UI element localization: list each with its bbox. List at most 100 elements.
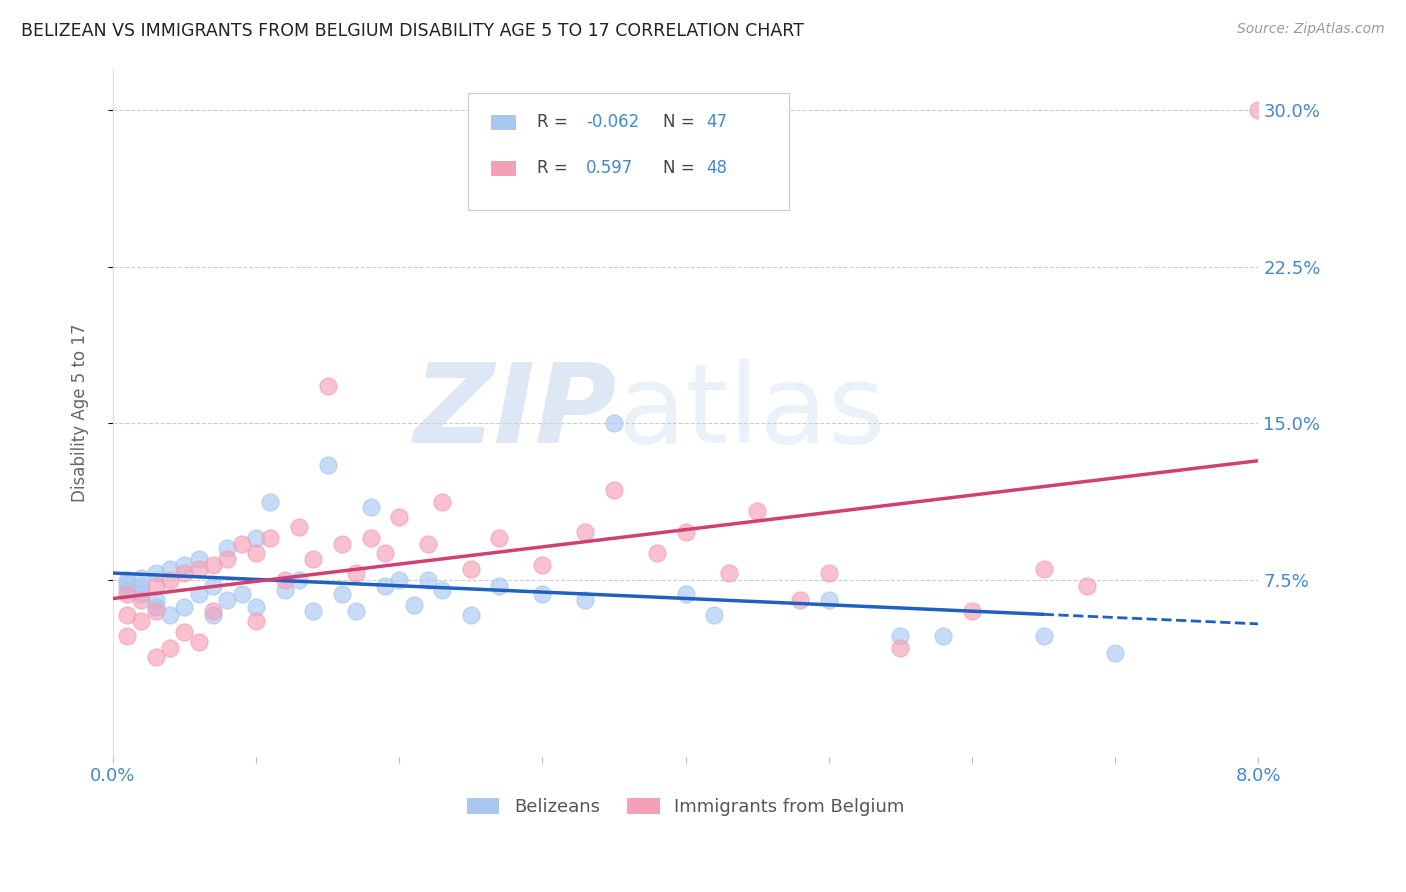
Text: 47: 47 bbox=[706, 113, 727, 131]
Point bbox=[217, 551, 239, 566]
Point bbox=[703, 608, 725, 623]
Point bbox=[818, 566, 841, 581]
Point bbox=[115, 608, 138, 623]
Point bbox=[131, 615, 153, 629]
Point bbox=[288, 520, 311, 534]
Point bbox=[187, 562, 209, 576]
Point bbox=[159, 573, 181, 587]
FancyBboxPatch shape bbox=[491, 115, 516, 130]
Point bbox=[603, 416, 626, 430]
Point bbox=[259, 495, 281, 509]
Point bbox=[131, 579, 153, 593]
Point bbox=[115, 576, 138, 591]
Point bbox=[302, 604, 325, 618]
Point bbox=[202, 608, 225, 623]
Point bbox=[231, 537, 253, 551]
Point bbox=[273, 573, 295, 587]
Point bbox=[531, 558, 554, 572]
Point bbox=[115, 573, 138, 587]
Text: R =: R = bbox=[537, 113, 572, 131]
Point bbox=[1032, 562, 1054, 576]
Point bbox=[818, 593, 841, 607]
Point bbox=[187, 551, 209, 566]
Point bbox=[932, 629, 955, 643]
Point bbox=[159, 641, 181, 656]
Point bbox=[115, 629, 138, 643]
Point bbox=[145, 599, 167, 614]
Point bbox=[1247, 103, 1270, 118]
Point bbox=[159, 562, 181, 576]
Point bbox=[388, 573, 411, 587]
Point bbox=[488, 579, 510, 593]
Point bbox=[231, 587, 253, 601]
Text: R =: R = bbox=[537, 160, 578, 178]
FancyBboxPatch shape bbox=[468, 93, 789, 210]
Point bbox=[574, 593, 596, 607]
Point bbox=[245, 545, 267, 559]
Point bbox=[131, 587, 153, 601]
Point bbox=[330, 587, 353, 601]
Point bbox=[202, 579, 225, 593]
Point bbox=[187, 587, 209, 601]
Point bbox=[675, 587, 697, 601]
Point bbox=[173, 566, 195, 581]
Point bbox=[747, 504, 769, 518]
Point bbox=[416, 537, 439, 551]
Point bbox=[245, 615, 267, 629]
Text: 0.597: 0.597 bbox=[586, 160, 633, 178]
Text: 48: 48 bbox=[706, 160, 727, 178]
Point bbox=[288, 573, 311, 587]
Point bbox=[316, 458, 339, 472]
Point bbox=[344, 604, 367, 618]
Point bbox=[145, 579, 167, 593]
Point bbox=[645, 545, 668, 559]
Point bbox=[460, 562, 482, 576]
Point bbox=[145, 649, 167, 664]
Point bbox=[316, 378, 339, 392]
Point bbox=[115, 587, 138, 601]
Point bbox=[1032, 629, 1054, 643]
Point bbox=[488, 531, 510, 545]
Legend: Belizeans, Immigrants from Belgium: Belizeans, Immigrants from Belgium bbox=[460, 791, 911, 823]
Point bbox=[789, 593, 811, 607]
Point bbox=[374, 579, 396, 593]
Point bbox=[173, 558, 195, 572]
Point bbox=[388, 510, 411, 524]
Point bbox=[432, 495, 454, 509]
Text: BELIZEAN VS IMMIGRANTS FROM BELGIUM DISABILITY AGE 5 TO 17 CORRELATION CHART: BELIZEAN VS IMMIGRANTS FROM BELGIUM DISA… bbox=[21, 22, 804, 40]
Point bbox=[131, 570, 153, 584]
Point bbox=[115, 583, 138, 598]
Point bbox=[574, 524, 596, 539]
Point bbox=[374, 545, 396, 559]
Point bbox=[217, 541, 239, 556]
Point bbox=[173, 599, 195, 614]
Point bbox=[187, 635, 209, 649]
Point bbox=[889, 629, 911, 643]
Point bbox=[432, 583, 454, 598]
Text: ZIP: ZIP bbox=[413, 359, 617, 467]
Point bbox=[344, 566, 367, 581]
Point bbox=[131, 593, 153, 607]
Point bbox=[717, 566, 740, 581]
Point bbox=[259, 531, 281, 545]
Point bbox=[217, 593, 239, 607]
Point bbox=[360, 500, 382, 514]
FancyBboxPatch shape bbox=[491, 161, 516, 176]
Point bbox=[302, 551, 325, 566]
Text: -0.062: -0.062 bbox=[586, 113, 640, 131]
Point bbox=[145, 566, 167, 581]
Point bbox=[889, 641, 911, 656]
Point bbox=[960, 604, 983, 618]
Point bbox=[145, 593, 167, 607]
Point bbox=[145, 604, 167, 618]
Point bbox=[202, 558, 225, 572]
Point bbox=[402, 598, 425, 612]
Text: atlas: atlas bbox=[617, 359, 886, 467]
Point bbox=[159, 608, 181, 623]
Point bbox=[245, 599, 267, 614]
Text: Source: ZipAtlas.com: Source: ZipAtlas.com bbox=[1237, 22, 1385, 37]
Point bbox=[202, 604, 225, 618]
Text: N =: N = bbox=[662, 113, 700, 131]
Point bbox=[1104, 646, 1126, 660]
Point bbox=[330, 537, 353, 551]
